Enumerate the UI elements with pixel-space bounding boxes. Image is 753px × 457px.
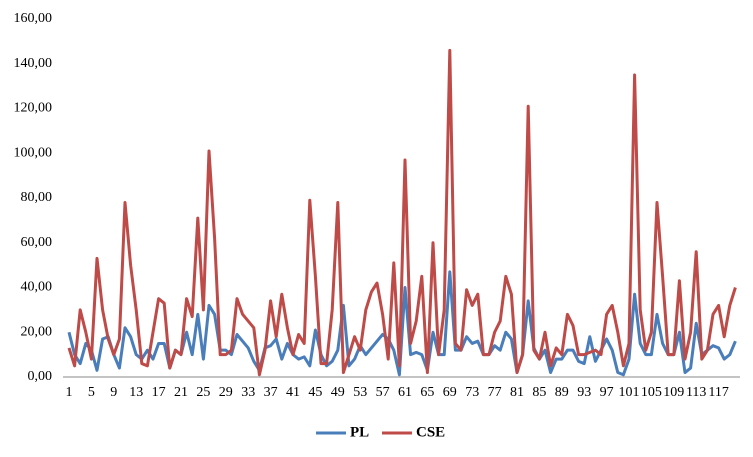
series-line [67, 48, 737, 377]
x-tick-label: 57 [376, 385, 390, 400]
x-tick-label: 1 [66, 385, 73, 400]
legend-label: CSE [416, 424, 445, 440]
y-tick-label: 120,00 [14, 101, 53, 116]
x-tick-label: 89 [555, 385, 569, 400]
x-tick-label: 113 [686, 385, 706, 400]
x-tick-label: 85 [532, 385, 546, 400]
y-tick-label: 20,00 [21, 324, 53, 339]
y-tick-label: 100,00 [14, 145, 53, 160]
x-tick-label: 49 [331, 385, 345, 400]
y-tick-label: 40,00 [21, 280, 53, 295]
x-tick-label: 9 [110, 385, 117, 400]
y-tick-label: 0,00 [28, 369, 53, 384]
y-tick-label: 80,00 [21, 190, 53, 205]
legend-label: PL [350, 424, 369, 440]
x-tick-label: 117 [708, 385, 728, 400]
x-tick-label: 5 [88, 385, 95, 400]
x-tick-label: 33 [241, 385, 255, 400]
y-tick-label: 60,00 [21, 235, 53, 250]
x-tick-label: 53 [353, 385, 367, 400]
x-tick-label: 25 [196, 385, 210, 400]
y-tick-label: 140,00 [14, 56, 53, 71]
x-tick-label: 41 [286, 385, 300, 400]
x-tick-label: 105 [641, 385, 662, 400]
x-tick-label: 93 [577, 385, 591, 400]
x-tick-label: 97 [600, 385, 614, 400]
x-tick-label: 61 [398, 385, 412, 400]
x-tick-label: 29 [219, 385, 233, 400]
x-tick-label: 45 [308, 385, 322, 400]
y-tick-label: 160,00 [14, 11, 53, 26]
x-tick-label: 17 [152, 385, 166, 400]
x-tick-label: 69 [443, 385, 457, 400]
x-tick-label: 77 [488, 385, 502, 400]
x-tick-label: 65 [420, 385, 434, 400]
x-tick-label: 109 [663, 385, 684, 400]
x-tick-label: 73 [465, 385, 479, 400]
x-tick-label: 81 [510, 385, 524, 400]
x-tick-label: 101 [619, 385, 640, 400]
x-tick-label: 21 [174, 385, 188, 400]
x-tick-label: 37 [264, 385, 278, 400]
x-tick-label: 13 [129, 385, 143, 400]
